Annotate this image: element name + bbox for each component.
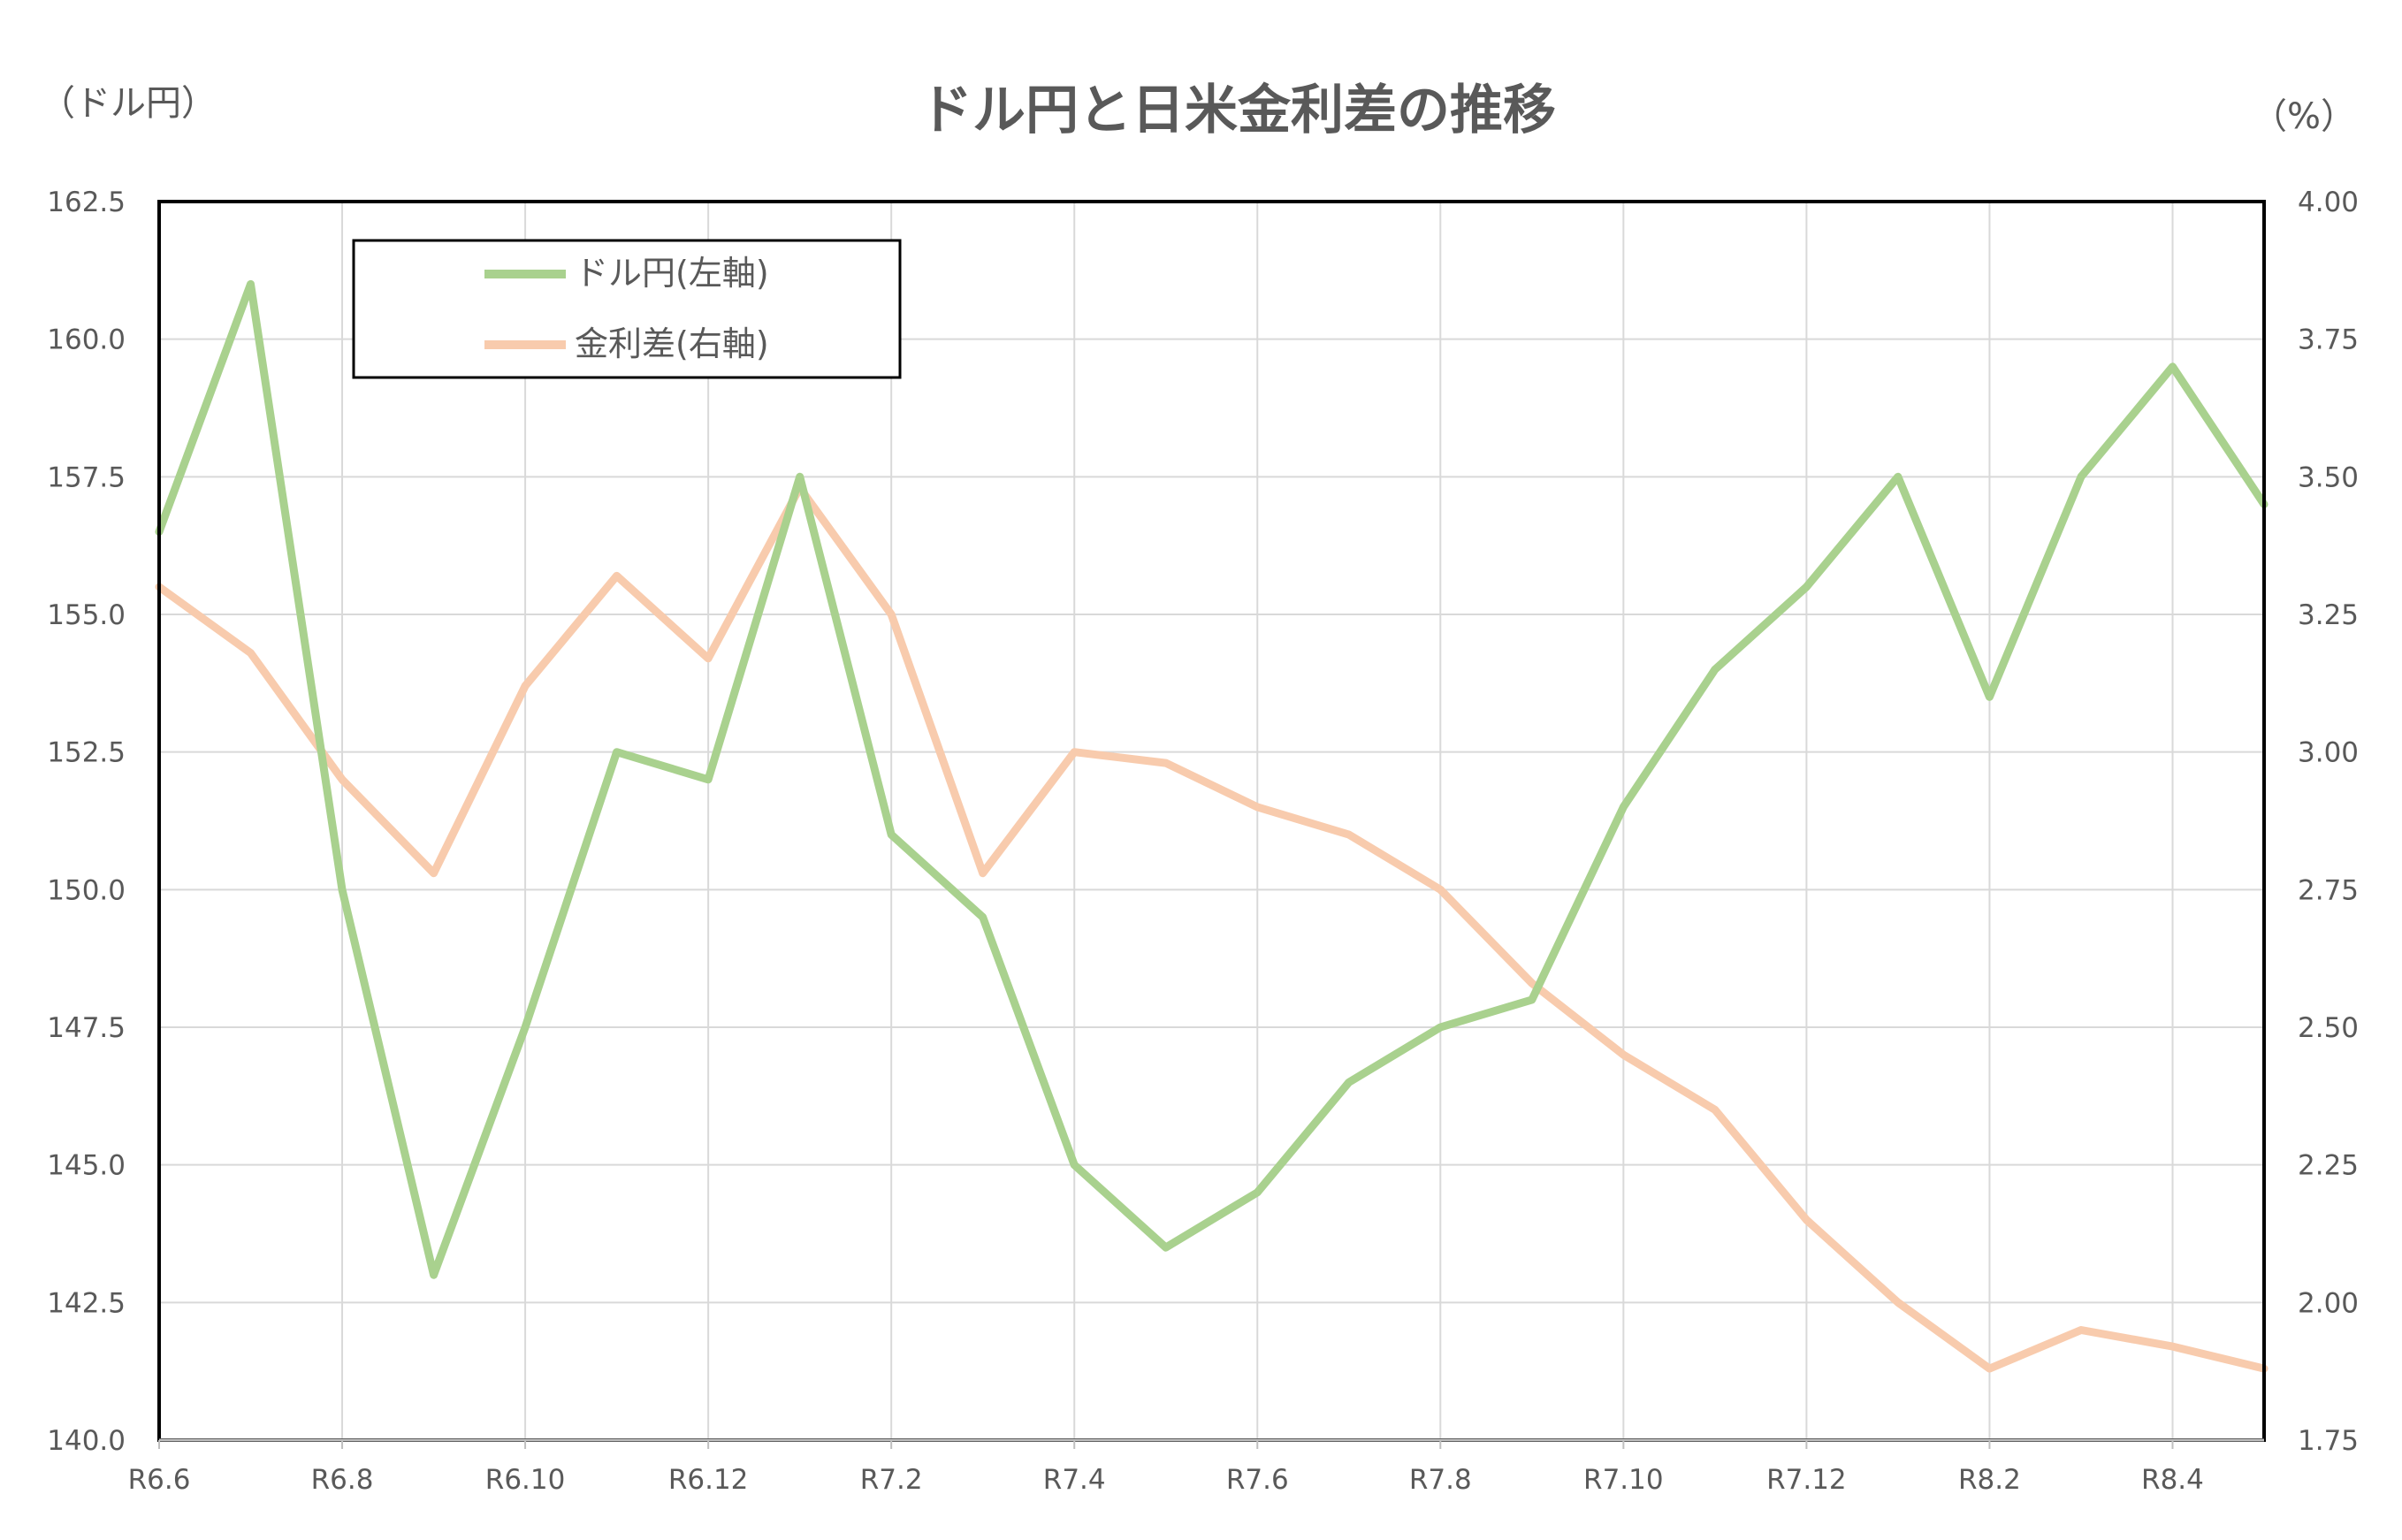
right-tick-label: 3.75 [2298,324,2359,356]
x-axis-ticks: R6.6 R6.8 R6.10 R6.12 R7.2 R7.4 R7.6 R7.8 R7.10 R… [128,1440,2204,1496]
left-tick-label: 160.0 [47,324,126,356]
series-line-rate-diff [155,484,2269,1373]
right-axis-ticks: 1.75 2.00 2.25 2.50 2.75 3.00 3.25 3.50 3.75 4.00 [2298,187,2359,1457]
chart-title: ドル円と日米金利差の推移 [919,80,1556,141]
x-tick-label: R7.10 [1583,1464,1664,1496]
x-tick-label: R7.8 [1409,1464,1472,1496]
right-tick-label: 1.75 [2298,1425,2359,1457]
left-axis-unit: （ドル円） [40,83,217,124]
left-tick-label: 152.5 [47,737,126,769]
right-tick-label: 2.75 [2298,874,2359,906]
left-tick-label: 157.5 [47,461,126,493]
legend-label-rate-diff: 金利差(右軸) [575,324,769,363]
right-tick-label: 2.25 [2298,1150,2359,1182]
left-tick-label: 147.5 [47,1012,126,1044]
x-tick-label: R7.2 [860,1464,923,1496]
left-tick-label: 145.0 [47,1150,126,1182]
x-tick-label: R8.4 [2141,1464,2204,1496]
left-axis-ticks: 140.0 142.5 145.0 147.5 150.0 152.5 155.0 157.5… [47,187,126,1457]
legend: ドル円(左軸) 金利差(右軸) [352,239,902,379]
x-tick-label: R6.6 [128,1464,191,1496]
left-tick-label: 162.5 [47,187,126,218]
legend-label-usdjpy: ドル円(左軸) [575,254,769,293]
x-tick-label: R7.6 [1226,1464,1289,1496]
right-tick-label: 3.00 [2298,737,2359,769]
left-tick-label: 150.0 [47,874,126,906]
x-tick-label: R6.10 [485,1464,566,1496]
right-tick-label: 3.25 [2298,599,2359,631]
left-tick-label: 142.5 [47,1287,126,1319]
legend-box [352,239,902,379]
series-layer [155,279,2269,1373]
right-tick-label: 4.00 [2298,187,2359,218]
x-tick-label: R7.12 [1766,1464,1847,1496]
x-tick-label: R6.8 [311,1464,374,1496]
grid-lines [159,201,2264,1440]
right-tick-label: 3.50 [2298,461,2359,493]
left-tick-label: 155.0 [47,599,126,631]
series-line-usdjpy [155,279,2269,1279]
x-tick-label: R8.2 [1958,1464,2021,1496]
x-tick-label: R6.12 [668,1464,749,1496]
right-tick-label: 2.50 [2298,1012,2359,1044]
plot-area-border [157,200,2266,1442]
left-tick-label: 140.0 [47,1425,126,1457]
right-axis-unit: （%） [2252,96,2356,137]
x-tick-label: R7.4 [1043,1464,1106,1496]
right-tick-label: 2.00 [2298,1287,2359,1319]
